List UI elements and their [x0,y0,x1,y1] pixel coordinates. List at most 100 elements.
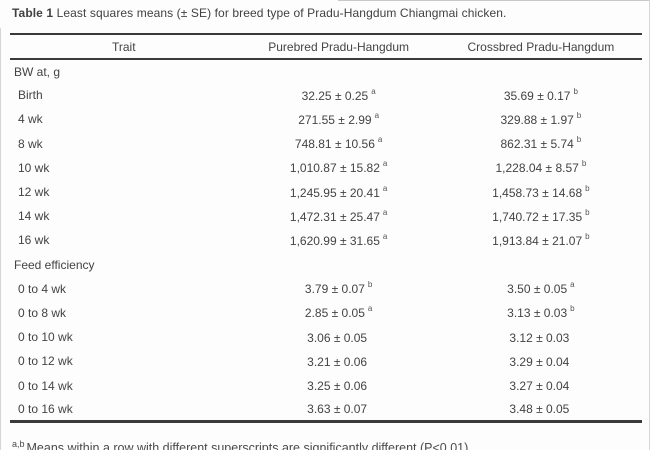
crossbred-value: 3.50 ± 0.05 a [440,277,642,301]
table-footnote: a,b Means within a row with different sup… [12,439,472,450]
section-row: Feed efficiency [10,253,642,277]
scan-edge-top [338,0,650,1]
trait-label: 0 to 14 wk [18,378,73,393]
significance-superscript: b [585,231,590,241]
table-caption: Table 1 Least squares means (± SE) for b… [12,6,506,20]
crossbred-value: 35.69 ± 0.17 b [440,83,642,107]
data-table: Trait Purebred Pradu-Hangdum Crossbred P… [10,33,642,424]
significance-superscript: b [585,183,590,193]
table-row: 8 wk 748.81 ± 10.56 a 862.31 ± 5.74 b [10,132,642,156]
column-header-crossbred: Crossbred Pradu-Hangdum [467,39,615,54]
significance-superscript: a [367,304,373,314]
table-row: 12 wk 1,245.95 ± 20.41 a 1,458.73 ± 14.68… [10,180,642,204]
table-row: 0 to 14 wk 3.25 ± 0.06 3.27 ± 0.04 [10,373,642,397]
trait-label: 0 to 12 wk [18,354,73,369]
significance-superscript: b [576,110,582,120]
purebred-value: 1,620.99 ± 31.65 a [238,228,440,252]
trait-label: 0 to 8 wk [18,305,67,320]
crossbred-value: 3.12 ± 0.03 [440,325,642,349]
table-row: 4 wk 271.55 ± 2.99 a 329.88 ± 1.97 b [10,107,642,131]
value-text: 1,010.87 ± 15.82 [289,161,380,176]
table-row: 0 to 16 wk 3.63 ± 0.07 3.48 ± 0.05 [10,398,642,422]
value-text: 35.69 ± 0.17 [503,88,571,103]
significance-superscript: a [382,231,388,241]
table-row: 0 to 10 wk 3.06 ± 0.05 3.12 ± 0.03 [10,325,642,349]
value-text: 1,913.84 ± 21.07 [492,233,583,248]
purebred-value: 2.85 ± 0.05 a [238,301,440,325]
value-text: 1,740.72 ± 17.35 [492,209,583,224]
crossbred-value: 1,740.72 ± 17.35 b [440,204,642,228]
significance-superscript: b [585,207,590,217]
crossbred-value: 329.88 ± 1.97 b [440,107,642,131]
crossbred-value: 3.48 ± 0.05 [440,398,642,422]
column-header-purebred: Purebred Pradu-Hangdum [268,39,409,54]
footnote-text: Means within a row with different supers… [26,441,472,450]
trait-label: 0 to 16 wk [18,401,73,416]
significance-superscript: b [581,159,587,169]
purebred-value: 1,472.31 ± 25.47 a [238,204,440,228]
significance-superscript: a [371,86,376,96]
trait-label: 4 wk [18,112,43,127]
significance-superscript: b [573,86,578,96]
purebred-value: 3.21 ± 0.06 [238,349,440,373]
crossbred-value: 1,228.04 ± 8.57 b [440,156,642,180]
crossbred-value: 862.31 ± 5.74 b [440,132,642,156]
scan-edge-left [0,28,1,450]
value-text: 748.81 ± 10.56 [294,137,375,152]
significance-superscript: a [382,207,388,217]
table-row: Birth 32.25 ± 0.25 a 35.69 ± 0.17 b [10,83,642,107]
purebred-value: 748.81 ± 10.56 a [238,132,440,156]
value-text: 3.21 ± 0.06 [307,354,368,369]
crossbred-value: 1,458.73 ± 14.68 b [440,180,642,204]
significance-superscript: b [576,135,582,145]
value-text: 2.85 ± 0.05 [304,306,365,321]
trait-label: 10 wk [18,160,50,175]
section-header-bw: BW at, g [14,64,61,79]
purebred-value: 32.25 ± 0.25 a [238,83,440,107]
purebred-value: 3.06 ± 0.05 [238,325,440,349]
value-text: 329.88 ± 1.97 [500,112,574,127]
crossbred-value: 1,913.84 ± 21.07 b [440,228,642,252]
header-row: Trait Purebred Pradu-Hangdum Crossbred P… [10,34,642,59]
value-text: 1,620.99 ± 31.65 [289,233,380,248]
trait-label: 8 wk [18,136,43,151]
section-header-feed-efficiency: Feed efficiency [14,257,95,272]
section-row: BW at, g [10,59,642,83]
table-row: 0 to 8 wk 2.85 ± 0.05 a 3.13 ± 0.03 b [10,301,642,325]
trait-label: 16 wk [18,233,50,248]
table-row: 16 wk 1,620.99 ± 31.65 a 1,913.84 ± 21.07… [10,228,642,252]
value-text: 3.12 ± 0.03 [509,330,570,345]
table-caption-text: Least squares means (± SE) for breed typ… [53,6,507,20]
value-text: 1,472.31 ± 25.47 [289,209,380,224]
crossbred-value: 3.13 ± 0.03 b [440,301,642,325]
table-row: 0 to 4 wk 3.79 ± 0.07 b 3.50 ± 0.05 a [10,277,642,301]
value-text: 1,458.73 ± 14.68 [492,185,583,200]
significance-superscript: b [367,280,373,290]
value-text: 3.13 ± 0.03 [507,306,568,321]
crossbred-value: 3.29 ± 0.04 [440,349,642,373]
significance-superscript: a [570,280,575,290]
value-text: 862.31 ± 5.74 [500,137,574,152]
significance-superscript: a [374,110,380,120]
table-row: 0 to 12 wk 3.21 ± 0.06 3.29 ± 0.04 [10,349,642,373]
trait-label: 0 to 4 wk [18,281,67,296]
trait-label: 12 wk [18,185,50,200]
value-text: 1,245.95 ± 20.41 [289,185,380,200]
crossbred-value: 3.27 ± 0.04 [440,373,642,397]
value-text: 3.27 ± 0.04 [509,379,570,394]
purebred-value: 271.55 ± 2.99 a [238,107,440,131]
footnote-superscript: a,b [12,439,25,449]
purebred-value: 1,010.87 ± 15.82 a [238,156,440,180]
purebred-value: 3.79 ± 0.07 b [238,277,440,301]
column-header-trait: Trait [111,39,136,54]
purebred-value: 3.25 ± 0.06 [238,373,440,397]
value-text: 3.63 ± 0.07 [307,402,368,417]
purebred-value: 3.63 ± 0.07 [238,398,440,422]
value-text: 271.55 ± 2.99 [298,112,372,127]
value-text: 1,228.04 ± 8.57 [495,161,579,176]
table-caption-label: Table 1 [12,6,54,20]
trait-label: 14 wk [18,209,50,224]
value-text: 3.06 ± 0.05 [307,330,368,345]
value-text: 3.48 ± 0.05 [509,402,570,417]
